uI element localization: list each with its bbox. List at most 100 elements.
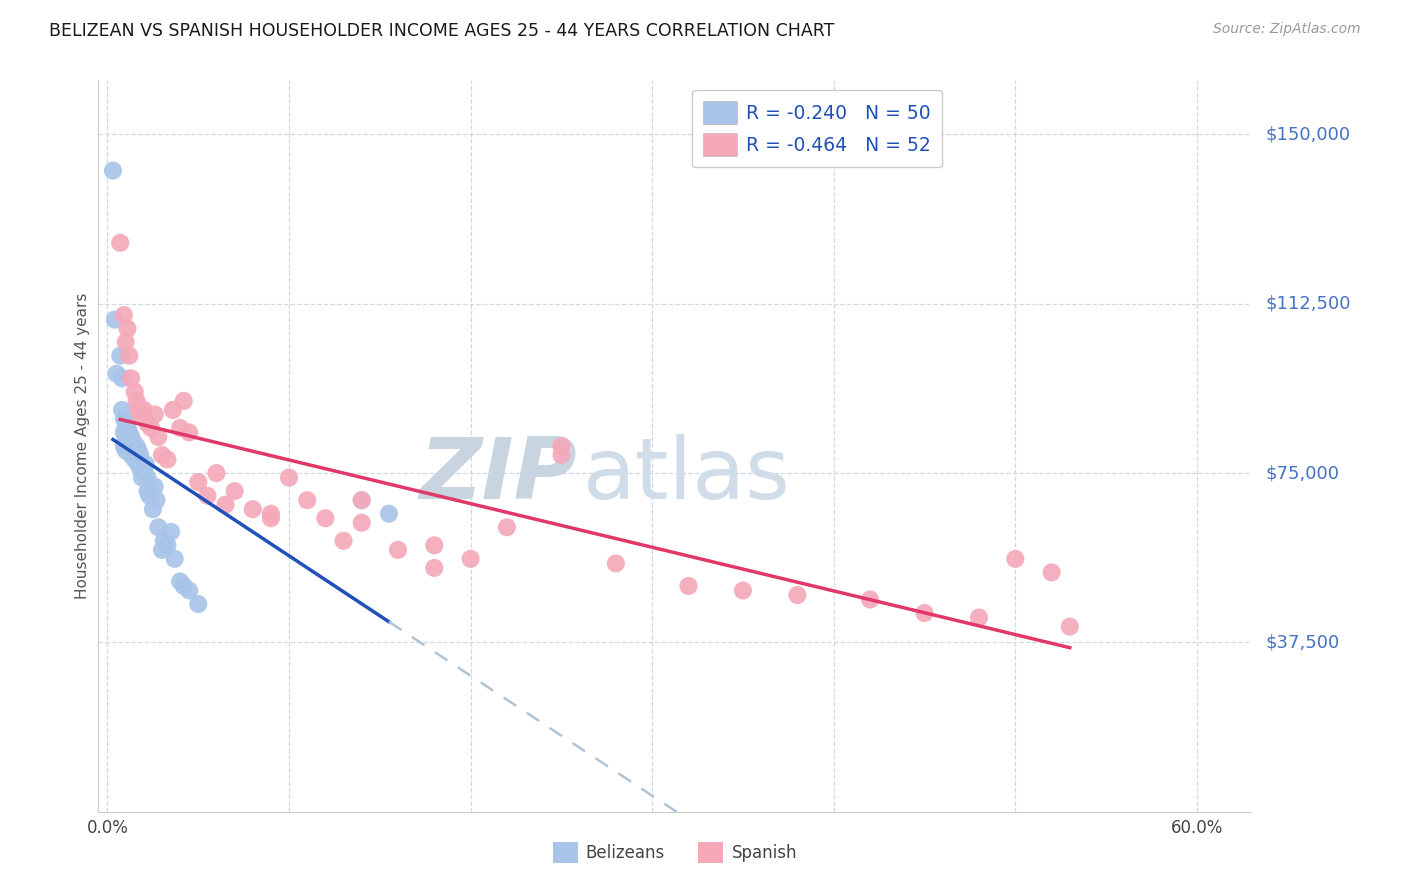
Text: $112,500: $112,500 — [1265, 294, 1351, 313]
Point — [142, 502, 165, 516]
Point — [242, 502, 264, 516]
Point — [162, 403, 184, 417]
Point — [139, 421, 162, 435]
Point — [114, 335, 136, 350]
Point — [914, 606, 936, 620]
Text: Source: ZipAtlas.com: Source: ZipAtlas.com — [1213, 22, 1361, 37]
Point — [179, 583, 201, 598]
Text: $37,500: $37,500 — [1265, 633, 1340, 651]
Point — [496, 520, 519, 534]
Point — [187, 475, 209, 489]
Point — [297, 493, 319, 508]
Point — [112, 308, 135, 322]
Point — [423, 561, 446, 575]
Point — [260, 511, 283, 525]
Point — [136, 470, 159, 484]
Point — [173, 579, 195, 593]
Point — [125, 439, 148, 453]
Point — [127, 443, 149, 458]
Point — [205, 466, 228, 480]
Point — [114, 430, 136, 444]
Point — [332, 533, 354, 548]
Point — [117, 321, 139, 335]
Point — [678, 579, 700, 593]
Point — [156, 452, 179, 467]
Point — [114, 443, 136, 458]
Point — [101, 163, 124, 178]
Point — [120, 448, 142, 462]
Point — [118, 434, 141, 449]
Point — [1040, 566, 1063, 580]
Text: atlas: atlas — [582, 434, 790, 516]
Point — [350, 493, 373, 508]
Point — [550, 448, 572, 462]
Point — [135, 457, 157, 471]
Point — [260, 507, 283, 521]
Point — [125, 452, 148, 467]
Point — [108, 235, 131, 250]
Point — [136, 417, 159, 431]
Point — [129, 408, 152, 422]
Point — [173, 393, 195, 408]
Point — [731, 583, 754, 598]
Point — [108, 349, 131, 363]
Point — [859, 592, 882, 607]
Point — [131, 470, 153, 484]
Point — [122, 443, 145, 458]
Point — [148, 520, 170, 534]
Point — [550, 439, 572, 453]
Point — [111, 403, 134, 417]
Point — [786, 588, 808, 602]
Point — [111, 371, 134, 385]
Point — [224, 484, 246, 499]
Point — [124, 452, 146, 467]
Point — [967, 610, 990, 624]
Point — [378, 507, 401, 521]
Point — [145, 493, 167, 508]
Point — [387, 542, 409, 557]
Point — [132, 403, 155, 417]
Point — [163, 552, 186, 566]
Point — [118, 425, 141, 440]
Point — [124, 439, 146, 453]
Point — [1004, 552, 1026, 566]
Text: $150,000: $150,000 — [1265, 126, 1351, 144]
Point — [314, 511, 336, 525]
Point — [127, 457, 149, 471]
Legend: Belizeans, Spanish: Belizeans, Spanish — [546, 836, 804, 869]
Point — [104, 312, 127, 326]
Text: ZIP: ZIP — [419, 434, 576, 516]
Point — [350, 516, 373, 530]
Point — [136, 484, 159, 499]
Point — [143, 408, 166, 422]
Point — [150, 542, 173, 557]
Point — [118, 349, 141, 363]
Point — [350, 493, 373, 508]
Point — [117, 421, 139, 435]
Y-axis label: Householder Income Ages 25 - 44 years: Householder Income Ages 25 - 44 years — [75, 293, 90, 599]
Point — [156, 538, 179, 552]
Point — [105, 367, 128, 381]
Point — [132, 461, 155, 475]
Point — [120, 439, 142, 453]
Point — [117, 439, 139, 453]
Point — [160, 524, 183, 539]
Point — [1059, 619, 1081, 633]
Point — [148, 430, 170, 444]
Point — [120, 430, 142, 444]
Point — [143, 480, 166, 494]
Point — [460, 552, 482, 566]
Point — [152, 533, 174, 548]
Point — [179, 425, 201, 440]
Point — [125, 393, 148, 408]
Point — [605, 557, 627, 571]
Point — [138, 489, 160, 503]
Text: BELIZEAN VS SPANISH HOUSEHOLDER INCOME AGES 25 - 44 YEARS CORRELATION CHART: BELIZEAN VS SPANISH HOUSEHOLDER INCOME A… — [49, 22, 835, 40]
Point — [112, 425, 135, 440]
Point — [112, 412, 135, 426]
Point — [169, 574, 191, 589]
Text: $75,000: $75,000 — [1265, 464, 1340, 482]
Point — [122, 434, 145, 449]
Point — [214, 498, 236, 512]
Point — [150, 448, 173, 462]
